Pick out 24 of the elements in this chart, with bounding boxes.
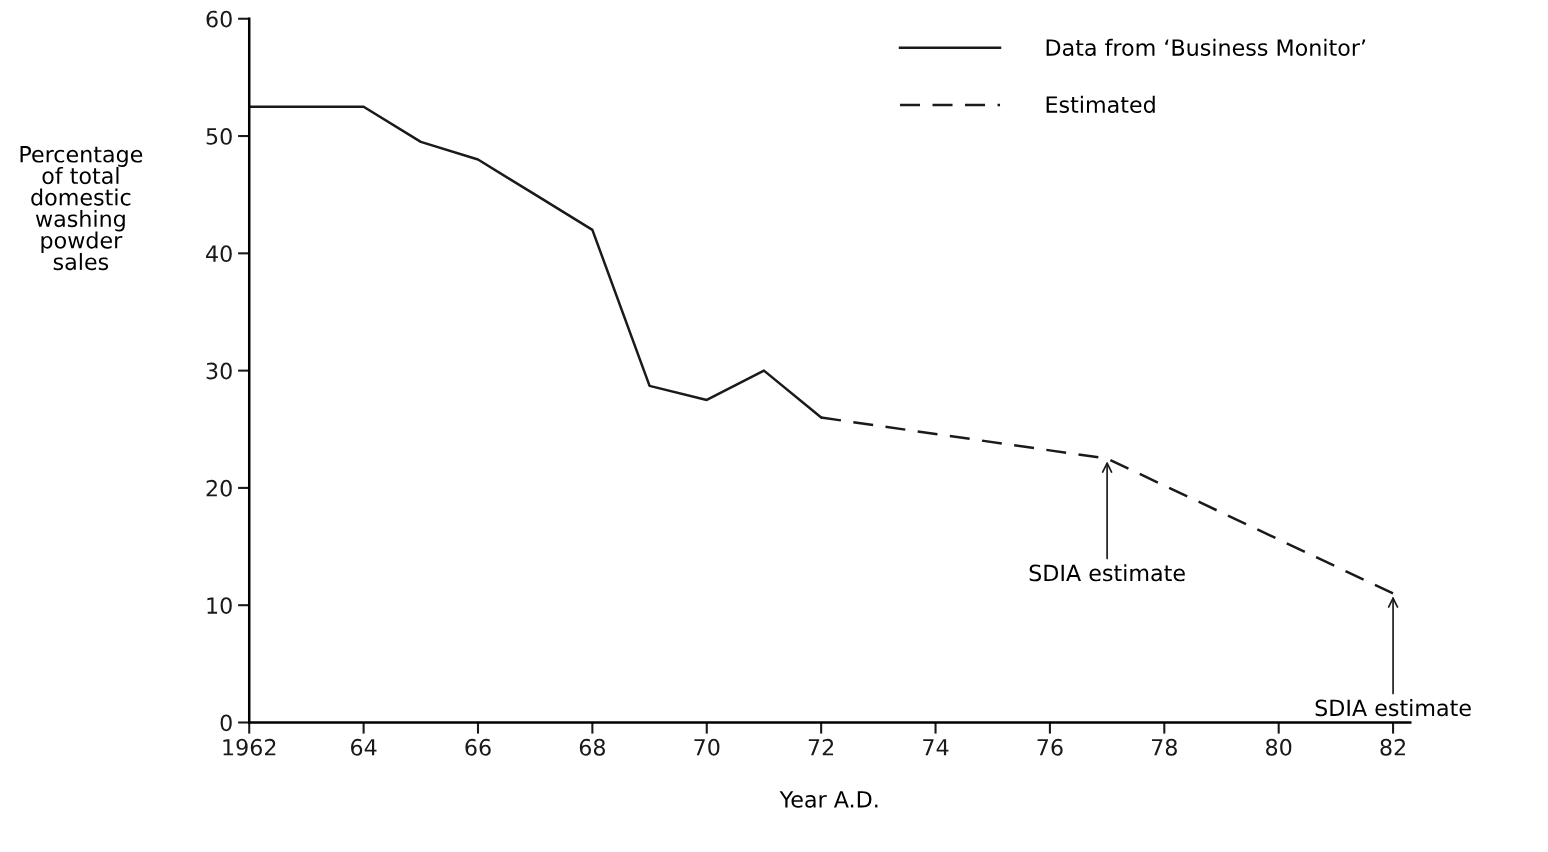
legend-label: Data from ‘Business Monitor’ xyxy=(1046,38,1366,56)
x-tick-label: 68 xyxy=(579,738,605,756)
x-tick-label: 74 xyxy=(923,739,949,756)
annotation: SDIA estimate xyxy=(1029,564,1185,582)
y-tick-label: 50 xyxy=(206,127,232,145)
x-tick-label: 70 xyxy=(694,738,720,756)
x-tick-label: 82 xyxy=(1380,738,1405,756)
x-tick-label: 66 xyxy=(465,738,491,756)
y-tick-label: 0 xyxy=(220,714,232,732)
x-tick-label: 80 xyxy=(1266,738,1292,756)
x-tick-label: 1962 xyxy=(223,738,276,756)
legend-label: Estimated xyxy=(1046,95,1155,114)
y-tick-label: 10 xyxy=(207,597,232,614)
y-tick-label: 30 xyxy=(206,362,232,380)
x-tick-label: 72 xyxy=(808,738,834,756)
x-tick-label: 64 xyxy=(351,738,377,756)
y-tick-label: 40 xyxy=(206,245,232,263)
y-axis-title: Percentage of total domestic washing powder sales xyxy=(20,146,143,271)
x-axis-title: Year A.D. xyxy=(779,791,878,808)
y-tick-label: 60 xyxy=(206,10,232,28)
x-tick-label: 76 xyxy=(1037,738,1063,756)
y-tick-label: 20 xyxy=(206,479,232,497)
annotation: SDIA estimate xyxy=(1315,699,1471,717)
x-tick-label: 78 xyxy=(1151,738,1177,756)
